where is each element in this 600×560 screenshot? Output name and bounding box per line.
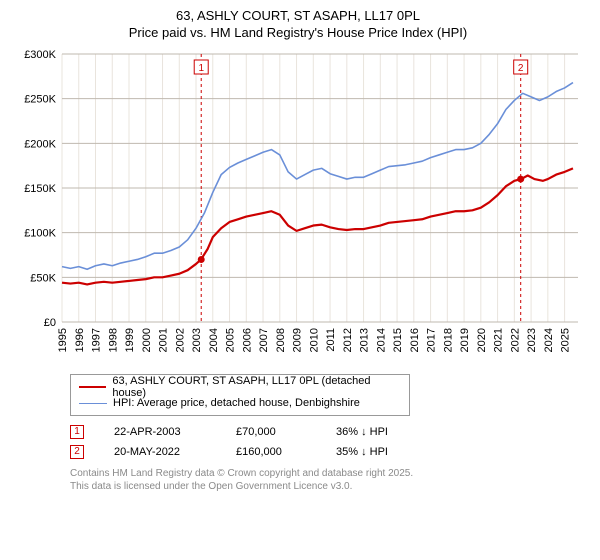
plot-area: £0 £50K £100K £150K £200K £250K £300K 1995 1996 1…: [8, 48, 588, 368]
svg-text:2022: 2022: [509, 328, 521, 352]
legend-swatch: [79, 386, 106, 388]
legend-label: 63, ASHLY COURT, ST ASAPH, LL17 0PL (det…: [112, 375, 401, 399]
annotation-pct: 36% ↓ HPI: [336, 426, 426, 438]
title-line-1: 63, ASHLY COURT, ST ASAPH, LL17 0PL: [8, 8, 588, 23]
svg-text:1998: 1998: [107, 328, 119, 352]
annotation-pct: 35% ↓ HPI: [336, 446, 426, 458]
legend-label: HPI: Average price, detached house, Denb…: [113, 397, 360, 409]
svg-text:2023: 2023: [526, 328, 538, 352]
footer-attribution: Contains HM Land Registry data © Crown c…: [70, 468, 578, 493]
svg-text:1999: 1999: [124, 328, 136, 352]
svg-text:2015: 2015: [392, 328, 404, 352]
legend-row: HPI: Average price, detached house, Denb…: [79, 395, 401, 411]
svg-text:2000: 2000: [141, 328, 153, 352]
svg-text:£0: £0: [44, 317, 56, 329]
svg-text:2021: 2021: [493, 328, 505, 352]
footer-line-2: This data is licensed under the Open Gov…: [70, 481, 578, 494]
svg-text:2017: 2017: [426, 328, 438, 352]
svg-text:2005: 2005: [225, 328, 237, 352]
annotation-row: 2 20-MAY-2022 £160,000 35% ↓ HPI: [70, 442, 578, 462]
svg-text:2016: 2016: [409, 328, 421, 352]
svg-text:2007: 2007: [258, 328, 270, 352]
annotation-table: 1 22-APR-2003 £70,000 36% ↓ HPI 2 20-MAY-2022…: [70, 422, 578, 462]
svg-text:2025: 2025: [560, 328, 572, 352]
svg-text:2012: 2012: [342, 328, 354, 352]
annotation-marker: 1: [70, 425, 84, 439]
footer-line-1: Contains HM Land Registry data © Crown c…: [70, 468, 578, 481]
svg-text:1996: 1996: [74, 328, 86, 352]
svg-text:2013: 2013: [359, 328, 371, 352]
svg-text:2024: 2024: [543, 328, 555, 352]
svg-text:2001: 2001: [158, 328, 170, 352]
chart-title: 63, ASHLY COURT, ST ASAPH, LL17 0PL Pric…: [8, 8, 588, 40]
svg-text:£250K: £250K: [24, 94, 56, 106]
svg-text:1: 1: [198, 63, 204, 74]
svg-text:2003: 2003: [191, 328, 203, 352]
svg-text:2011: 2011: [325, 328, 337, 352]
svg-text:2006: 2006: [241, 328, 253, 352]
svg-text:£100K: £100K: [24, 228, 56, 240]
svg-text:2020: 2020: [476, 328, 488, 352]
svg-text:1995: 1995: [57, 328, 69, 352]
legend: 63, ASHLY COURT, ST ASAPH, LL17 0PL (det…: [70, 374, 410, 416]
svg-text:2002: 2002: [174, 328, 186, 352]
svg-text:2014: 2014: [375, 328, 387, 352]
svg-text:2018: 2018: [442, 328, 454, 352]
chart-container: 63, ASHLY COURT, ST ASAPH, LL17 0PL Pric…: [0, 0, 600, 560]
svg-text:£200K: £200K: [24, 138, 56, 150]
legend-row: 63, ASHLY COURT, ST ASAPH, LL17 0PL (det…: [79, 379, 401, 395]
svg-text:2010: 2010: [308, 328, 320, 352]
svg-text:2: 2: [518, 63, 524, 74]
annotation-date: 22-APR-2003: [114, 426, 206, 438]
line-chart-svg: £0 £50K £100K £150K £200K £250K £300K 1995 1996 1…: [8, 48, 588, 368]
svg-text:2004: 2004: [208, 328, 220, 352]
svg-text:2008: 2008: [275, 328, 287, 352]
annotation-price: £160,000: [236, 446, 306, 458]
svg-text:2009: 2009: [292, 328, 304, 352]
svg-text:£300K: £300K: [24, 49, 56, 61]
svg-text:1997: 1997: [91, 328, 103, 352]
annotation-price: £70,000: [236, 426, 306, 438]
annotation-marker: 2: [70, 445, 84, 459]
title-line-2: Price paid vs. HM Land Registry's House …: [8, 25, 588, 40]
svg-text:£150K: £150K: [24, 183, 56, 195]
annotation-row: 1 22-APR-2003 £70,000 36% ↓ HPI: [70, 422, 578, 442]
svg-text:£50K: £50K: [30, 272, 56, 284]
annotation-date: 20-MAY-2022: [114, 446, 206, 458]
legend-swatch: [79, 403, 107, 404]
svg-text:2019: 2019: [459, 328, 471, 352]
